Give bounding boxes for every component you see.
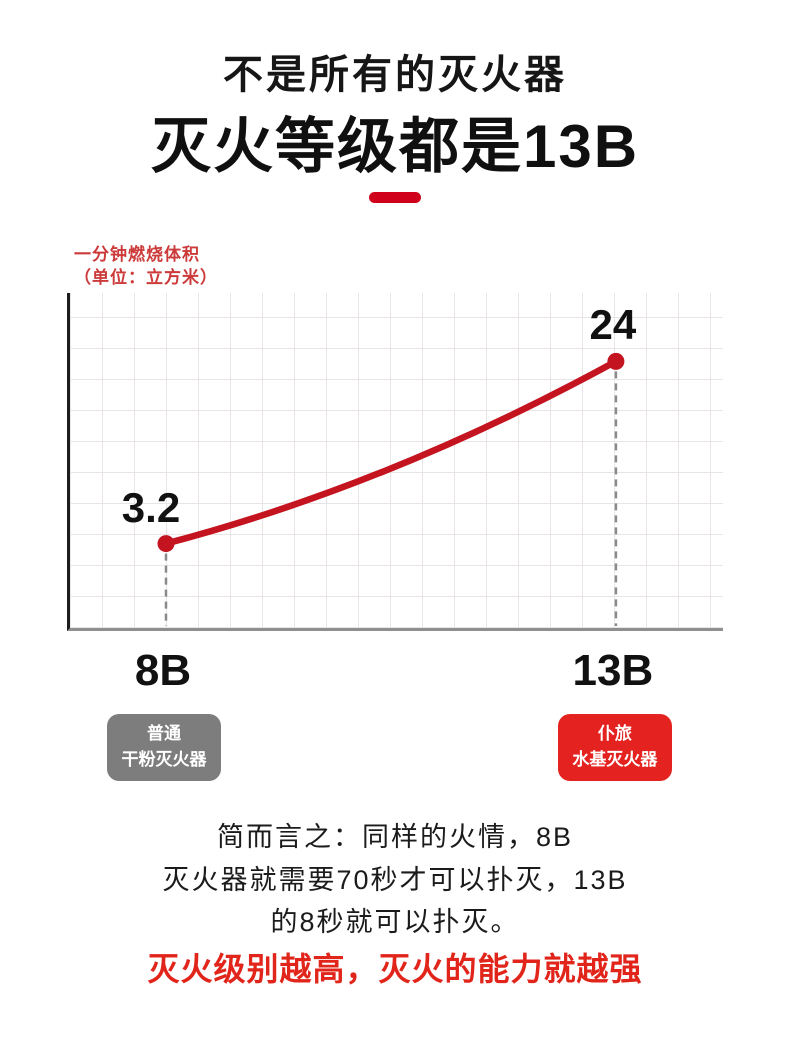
badge-right-line1: 仆旅 <box>597 724 632 743</box>
explanation-paragraph: 简而言之：同样的火情，8B 灭火器就需要70秒才可以扑灭，13B 的8秒就可以扑… <box>0 816 790 944</box>
badge-left-line2: 干粉灭火器 <box>121 750 207 770</box>
x-tick-8b: 8B <box>134 646 192 695</box>
title-accent-dash <box>369 192 421 203</box>
explanation-line2: 灭火器就需要70秒才可以扑灭，13B <box>162 864 628 895</box>
chart-svg <box>157 352 625 626</box>
explanation-line3: 的8秒就可以扑灭。 <box>270 907 520 938</box>
badge-water-based-extinguisher: 仆旅 水基灭火器 <box>557 714 672 781</box>
series-curve <box>162 358 620 547</box>
y-axis-label-line1: 一分钟燃烧体积 <box>74 245 200 264</box>
data-point-right <box>607 352 625 370</box>
data-point-left <box>157 535 175 553</box>
page-subtitle: 不是所有的灭火器 <box>223 53 567 97</box>
slogan-text: 灭火级别越高，灭火的能力就越强 <box>147 951 643 987</box>
y-axis-label: 一分钟燃烧体积 （单位：立方米） <box>74 244 218 290</box>
x-tick-13b: 13B <box>572 646 654 695</box>
badge-right-line2: 水基灭火器 <box>572 750 658 770</box>
badge-dry-powder-extinguisher: 普通 干粉灭火器 <box>106 714 221 781</box>
badge-left-line1: 普通 <box>146 724 181 743</box>
data-label-left: 3.2 <box>121 483 181 531</box>
plot-area <box>67 293 723 631</box>
page-title: 灭火等级都是13B <box>150 113 640 180</box>
explanation-line1: 简而言之：同样的火情，8B <box>216 822 574 852</box>
data-label-right: 24 <box>589 301 637 349</box>
y-axis-label-line2: （单位：立方米） <box>74 267 218 287</box>
